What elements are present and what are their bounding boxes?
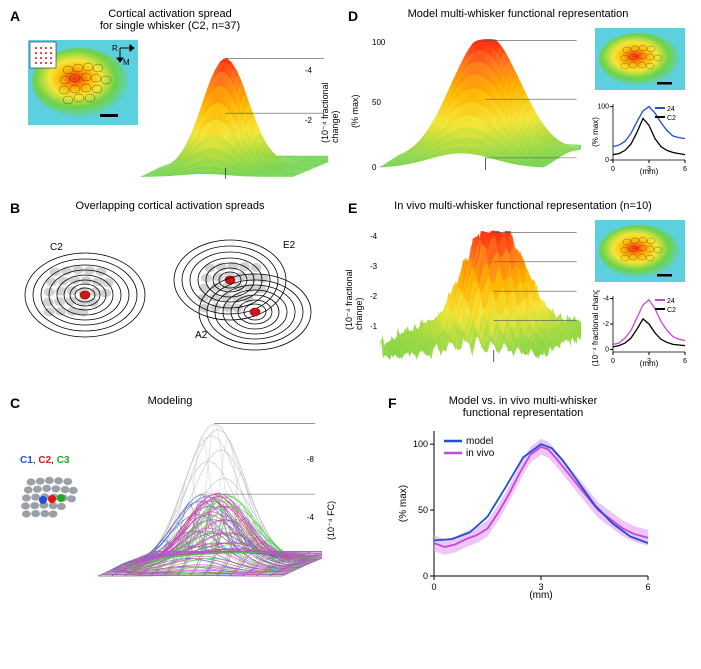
panel-b-label-a2: A2 — [195, 330, 208, 341]
panel-d-yaxis: (% max) — [350, 68, 360, 128]
panel-e-letter: E — [348, 200, 357, 216]
panel-d-ytick-2: 0 — [372, 163, 376, 172]
panel-b-contours: C2 A2 E2 — [10, 220, 330, 355]
panel-e-title: In vivo multi-whisker functional represe… — [363, 200, 683, 212]
svg-text:(10⁻⁴ fractional change): (10⁻⁴ fractional change) — [591, 290, 600, 367]
svg-text:6: 6 — [683, 166, 687, 173]
panel-b-title: Overlapping cortical activation spreads — [40, 200, 300, 212]
panel-c-title: Modeling — [70, 395, 270, 407]
panel-d-mini-heatmap — [595, 28, 685, 90]
panel-a-letter: A — [10, 8, 20, 24]
svg-text:C2: C2 — [667, 307, 676, 314]
panel-b-label-e2: E2 — [283, 240, 296, 251]
panel-c-ytick-0: -8 — [307, 455, 314, 464]
panel-d-surface — [366, 30, 581, 180]
panel-d-ytick-1: 50 — [372, 98, 381, 107]
svg-text:(mm): (mm) — [640, 167, 659, 176]
panel-c-barrelmap — [15, 470, 95, 525]
panel-a-surface — [128, 48, 328, 188]
panel-c-letter: C — [10, 395, 20, 411]
svg-text:(mm): (mm) — [529, 590, 552, 600]
panel-e-surface — [366, 222, 581, 372]
svg-text:0: 0 — [605, 157, 609, 164]
panel-a: A Cortical activation spread for single … — [10, 8, 330, 188]
panel-f-letter: F — [388, 395, 397, 411]
svg-text:C2: C2 — [667, 115, 676, 122]
panel-b-letter: B — [10, 200, 20, 216]
panel-f-lineplot: 036050100(mm)(% max)modelin vivo — [396, 425, 656, 600]
panel-a-ytick-0: -4 — [305, 66, 312, 75]
svg-text:6: 6 — [683, 358, 687, 365]
panel-e-yaxis: (10⁻⁴ fractional change) — [344, 240, 364, 330]
svg-text:-2: -2 — [603, 321, 609, 328]
panel-a-inset-heatmap: R M — [28, 40, 138, 125]
panel-e-mini-heatmap — [595, 220, 685, 282]
svg-text:6: 6 — [645, 582, 650, 592]
panel-e-miniplot: 036-4-20(mm)(10⁻⁴ fractional change)24C2 — [591, 290, 689, 368]
panel-d-title: Model multi-whisker functional represent… — [368, 8, 668, 20]
panel-d-ytick-0: 100 — [372, 38, 385, 47]
panel-d: D Model multi-whisker functional represe… — [348, 8, 691, 188]
panel-b-label-c2: C2 — [50, 242, 63, 253]
panel-e: E In vivo multi-whisker functional repre… — [348, 200, 691, 380]
panel-d-miniplot: 0360100(mm)(% max)24C2 — [591, 98, 689, 176]
panel-f-title: Model vs. in vivo multi-whisker function… — [398, 395, 648, 419]
svg-text:0: 0 — [611, 166, 615, 173]
panel-d-letter: D — [348, 8, 358, 24]
svg-text:0: 0 — [423, 571, 428, 581]
svg-text:(% max): (% max) — [591, 117, 600, 147]
svg-text:0: 0 — [605, 346, 609, 353]
svg-text:in vivo: in vivo — [466, 448, 495, 459]
panel-e-ytick-0: -4 — [370, 232, 377, 241]
panel-e-ytick-3: -1 — [370, 322, 377, 331]
svg-text:24: 24 — [667, 298, 675, 305]
panel-a-yaxis: (10⁻⁴ fractional change) — [320, 63, 340, 143]
svg-text:100: 100 — [597, 104, 609, 111]
panel-c-yaxis: (10⁻⁴ FC) — [326, 470, 336, 540]
panel-c-ytick-1: -4 — [307, 513, 314, 522]
svg-text:100: 100 — [413, 439, 428, 449]
svg-text:50: 50 — [418, 505, 428, 515]
panel-c-wireframe — [92, 415, 322, 590]
svg-text:(% max): (% max) — [398, 485, 409, 522]
panel-b: B Overlapping cortical activation spread… — [10, 200, 330, 360]
panel-f: F Model vs. in vivo multi-whisker functi… — [388, 395, 658, 605]
svg-text:24: 24 — [667, 106, 675, 113]
svg-text:0: 0 — [611, 358, 615, 365]
panel-c-legend: C1, C2, C3 — [20, 455, 70, 466]
panel-e-ytick-2: -2 — [370, 292, 377, 301]
panel-e-ytick-1: -3 — [370, 262, 377, 271]
svg-text:-4: -4 — [603, 296, 609, 303]
svg-text:model: model — [466, 436, 493, 447]
panel-a-title: Cortical activation spread for single wh… — [50, 8, 290, 32]
panel-c: C Modeling C1, C2, C3 (10⁻⁴ FC) -8 -4 — [10, 395, 330, 595]
svg-text:0: 0 — [431, 582, 436, 592]
panel-a-ytick-1: -2 — [305, 116, 312, 125]
svg-text:(mm): (mm) — [640, 359, 659, 368]
rostral-label: R — [112, 44, 118, 53]
